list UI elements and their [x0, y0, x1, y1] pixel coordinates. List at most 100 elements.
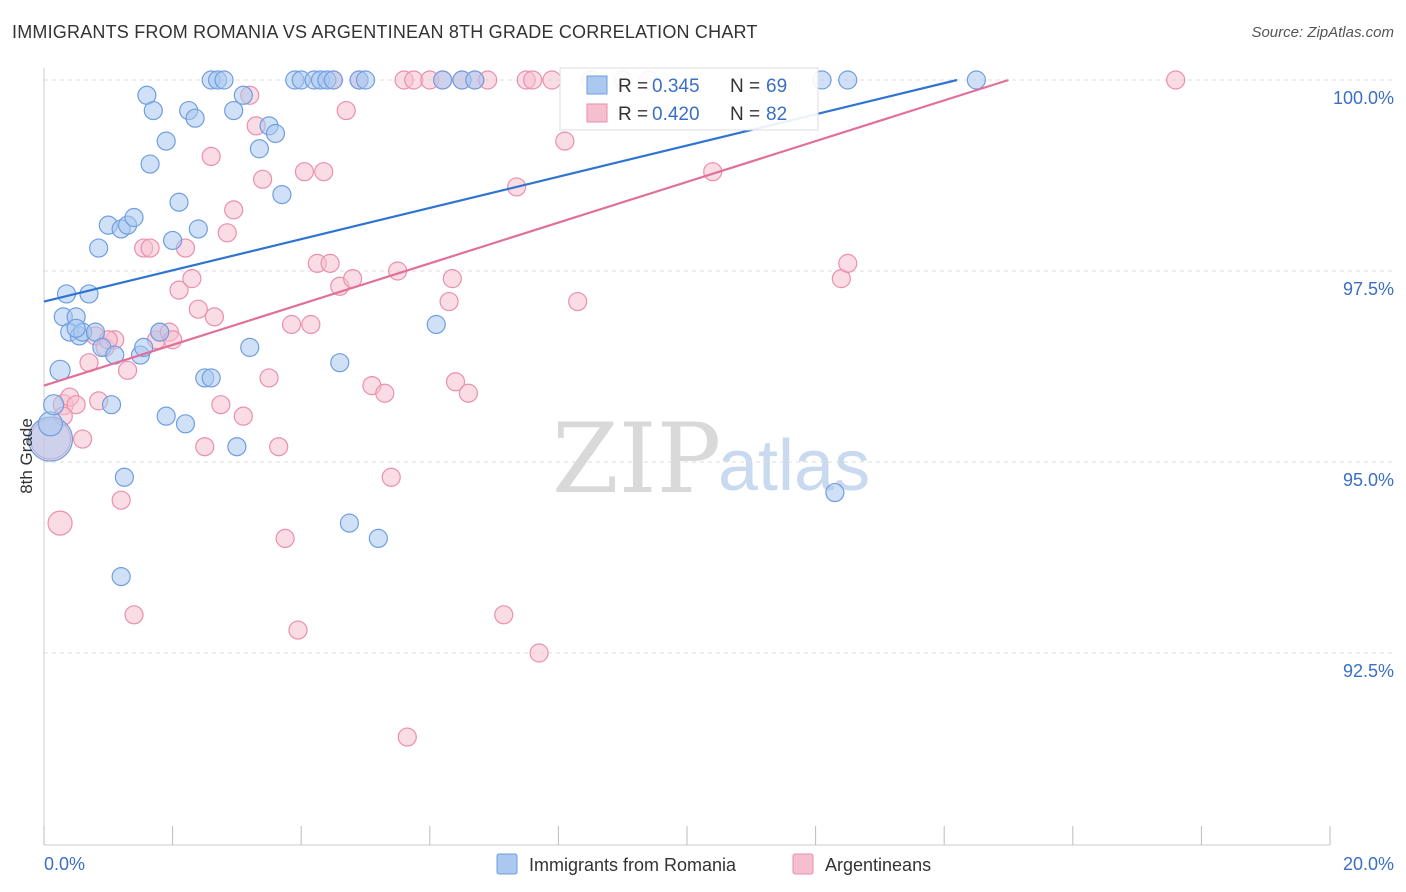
legend-r-label-1: R = [618, 76, 648, 97]
romania-point [966, 70, 986, 90]
y-tick-label: 100.0% [1333, 88, 1394, 108]
romania-point [156, 406, 176, 426]
romania-point [265, 123, 286, 144]
romania-point [240, 337, 260, 357]
correlation-legend: R = 0.345 N = 69 R = 0.420 N = 82 [559, 67, 819, 131]
romania-point [227, 437, 247, 457]
argentineans-point [72, 429, 93, 449]
source-credit: Source: ZipAtlas.com [1251, 24, 1394, 41]
argentineans-point [253, 169, 273, 189]
watermark-zip: ZIP [552, 403, 721, 515]
romania-point [355, 70, 376, 90]
x-tick-label-min: 0.0% [44, 854, 85, 874]
legend-swatch-argentineans [586, 103, 608, 123]
argentineans-point [217, 223, 237, 243]
romania-point [143, 100, 163, 121]
y-tick-label: 95.0% [1343, 470, 1394, 490]
series-legend-label-romania: Immigrants from Romania [529, 855, 737, 875]
argentineans-point [201, 146, 221, 166]
y-tick-label: 92.5% [1343, 661, 1394, 681]
argentineans-point [445, 372, 466, 392]
romania-point [272, 185, 292, 205]
romania-point [838, 70, 858, 90]
argentineans-point [224, 200, 244, 220]
x-tick-label-max: 20.0% [1343, 854, 1394, 874]
romania-point [185, 108, 205, 128]
romania-point [330, 353, 350, 373]
romania-point [150, 322, 170, 342]
argentineans-point [555, 131, 575, 151]
romania-points [27, 70, 986, 587]
argentineans-point [275, 528, 295, 549]
romania-point [201, 368, 221, 388]
argentineans-point [494, 605, 514, 625]
romania-point [224, 100, 244, 121]
romania-point [825, 482, 845, 503]
legend-n-label-1: N = [730, 76, 760, 97]
legend-r-value-2: 0.420 [652, 104, 700, 125]
argentineans-point [47, 510, 73, 536]
argentineans-point [442, 269, 462, 289]
romania-point [233, 85, 253, 105]
argentineans-point [124, 605, 144, 625]
romania-point [114, 467, 134, 487]
argentineans-point [458, 383, 478, 403]
chart-title: IMMIGRANTS FROM ROMANIA VS ARGENTINEAN 8… [12, 22, 758, 42]
argentineans-point [397, 727, 417, 747]
romania-point [124, 207, 144, 228]
y-axis-title: 8th Grade [17, 418, 36, 494]
series-legend-swatch-romania [496, 853, 518, 875]
romania-point [111, 566, 131, 587]
argentineans-point [140, 238, 160, 258]
argentineans-point [269, 437, 289, 457]
argentineans-point [523, 70, 543, 90]
legend-r-value-1: 0.345 [652, 76, 700, 97]
legend-n-label-2: N = [730, 104, 760, 125]
romania-point [214, 70, 234, 90]
y-axis-labels: 92.5% 95.0% 97.5% 100.0% [1333, 88, 1394, 681]
romania-point [163, 230, 183, 251]
romania-point [140, 154, 160, 174]
argentineans-point [195, 437, 215, 457]
romania-point [339, 513, 360, 533]
romania-point [426, 314, 446, 335]
argentineans-point [375, 383, 395, 403]
romania-point [433, 70, 453, 90]
series-legend-label-argentineans: Argentineans [825, 855, 931, 875]
argentineans-point [288, 620, 308, 640]
argentineans-point [182, 269, 202, 289]
legend-n-value-1: 69 [766, 76, 787, 97]
romania-point [249, 139, 270, 159]
romania-point [156, 131, 176, 151]
romania-point [66, 318, 86, 338]
romania-point [188, 219, 208, 239]
argentineans-point [169, 280, 189, 300]
argentineans-point [281, 314, 302, 335]
x-axis-ticks [43, 826, 1331, 845]
argentineans-point [314, 162, 334, 182]
romania-point [37, 411, 64, 437]
argentineans-point [233, 406, 253, 426]
legend-swatch-romania [586, 75, 608, 95]
watermark-atlas: atlas [718, 426, 870, 506]
argentineans-point [259, 368, 279, 388]
argentineans-point [404, 70, 424, 90]
argentineans-point [211, 395, 231, 415]
argentineans-point [294, 162, 315, 182]
romania-point [465, 70, 485, 90]
argentineans-point [320, 253, 340, 273]
romania-point [323, 70, 343, 90]
romania-point [169, 192, 189, 212]
argentineans-point [204, 307, 224, 327]
argentineans-point [188, 299, 208, 319]
series-legend: Immigrants from Romania Argentineans [496, 853, 931, 875]
argentineans-point [381, 467, 401, 487]
argentineans-point [838, 253, 858, 273]
argentineans-point [439, 291, 459, 312]
romania-point [43, 394, 65, 416]
romania-point [175, 414, 196, 434]
legend-n-value-2: 82 [766, 104, 787, 125]
romania-point [101, 395, 122, 415]
argentineans-point [529, 643, 549, 663]
